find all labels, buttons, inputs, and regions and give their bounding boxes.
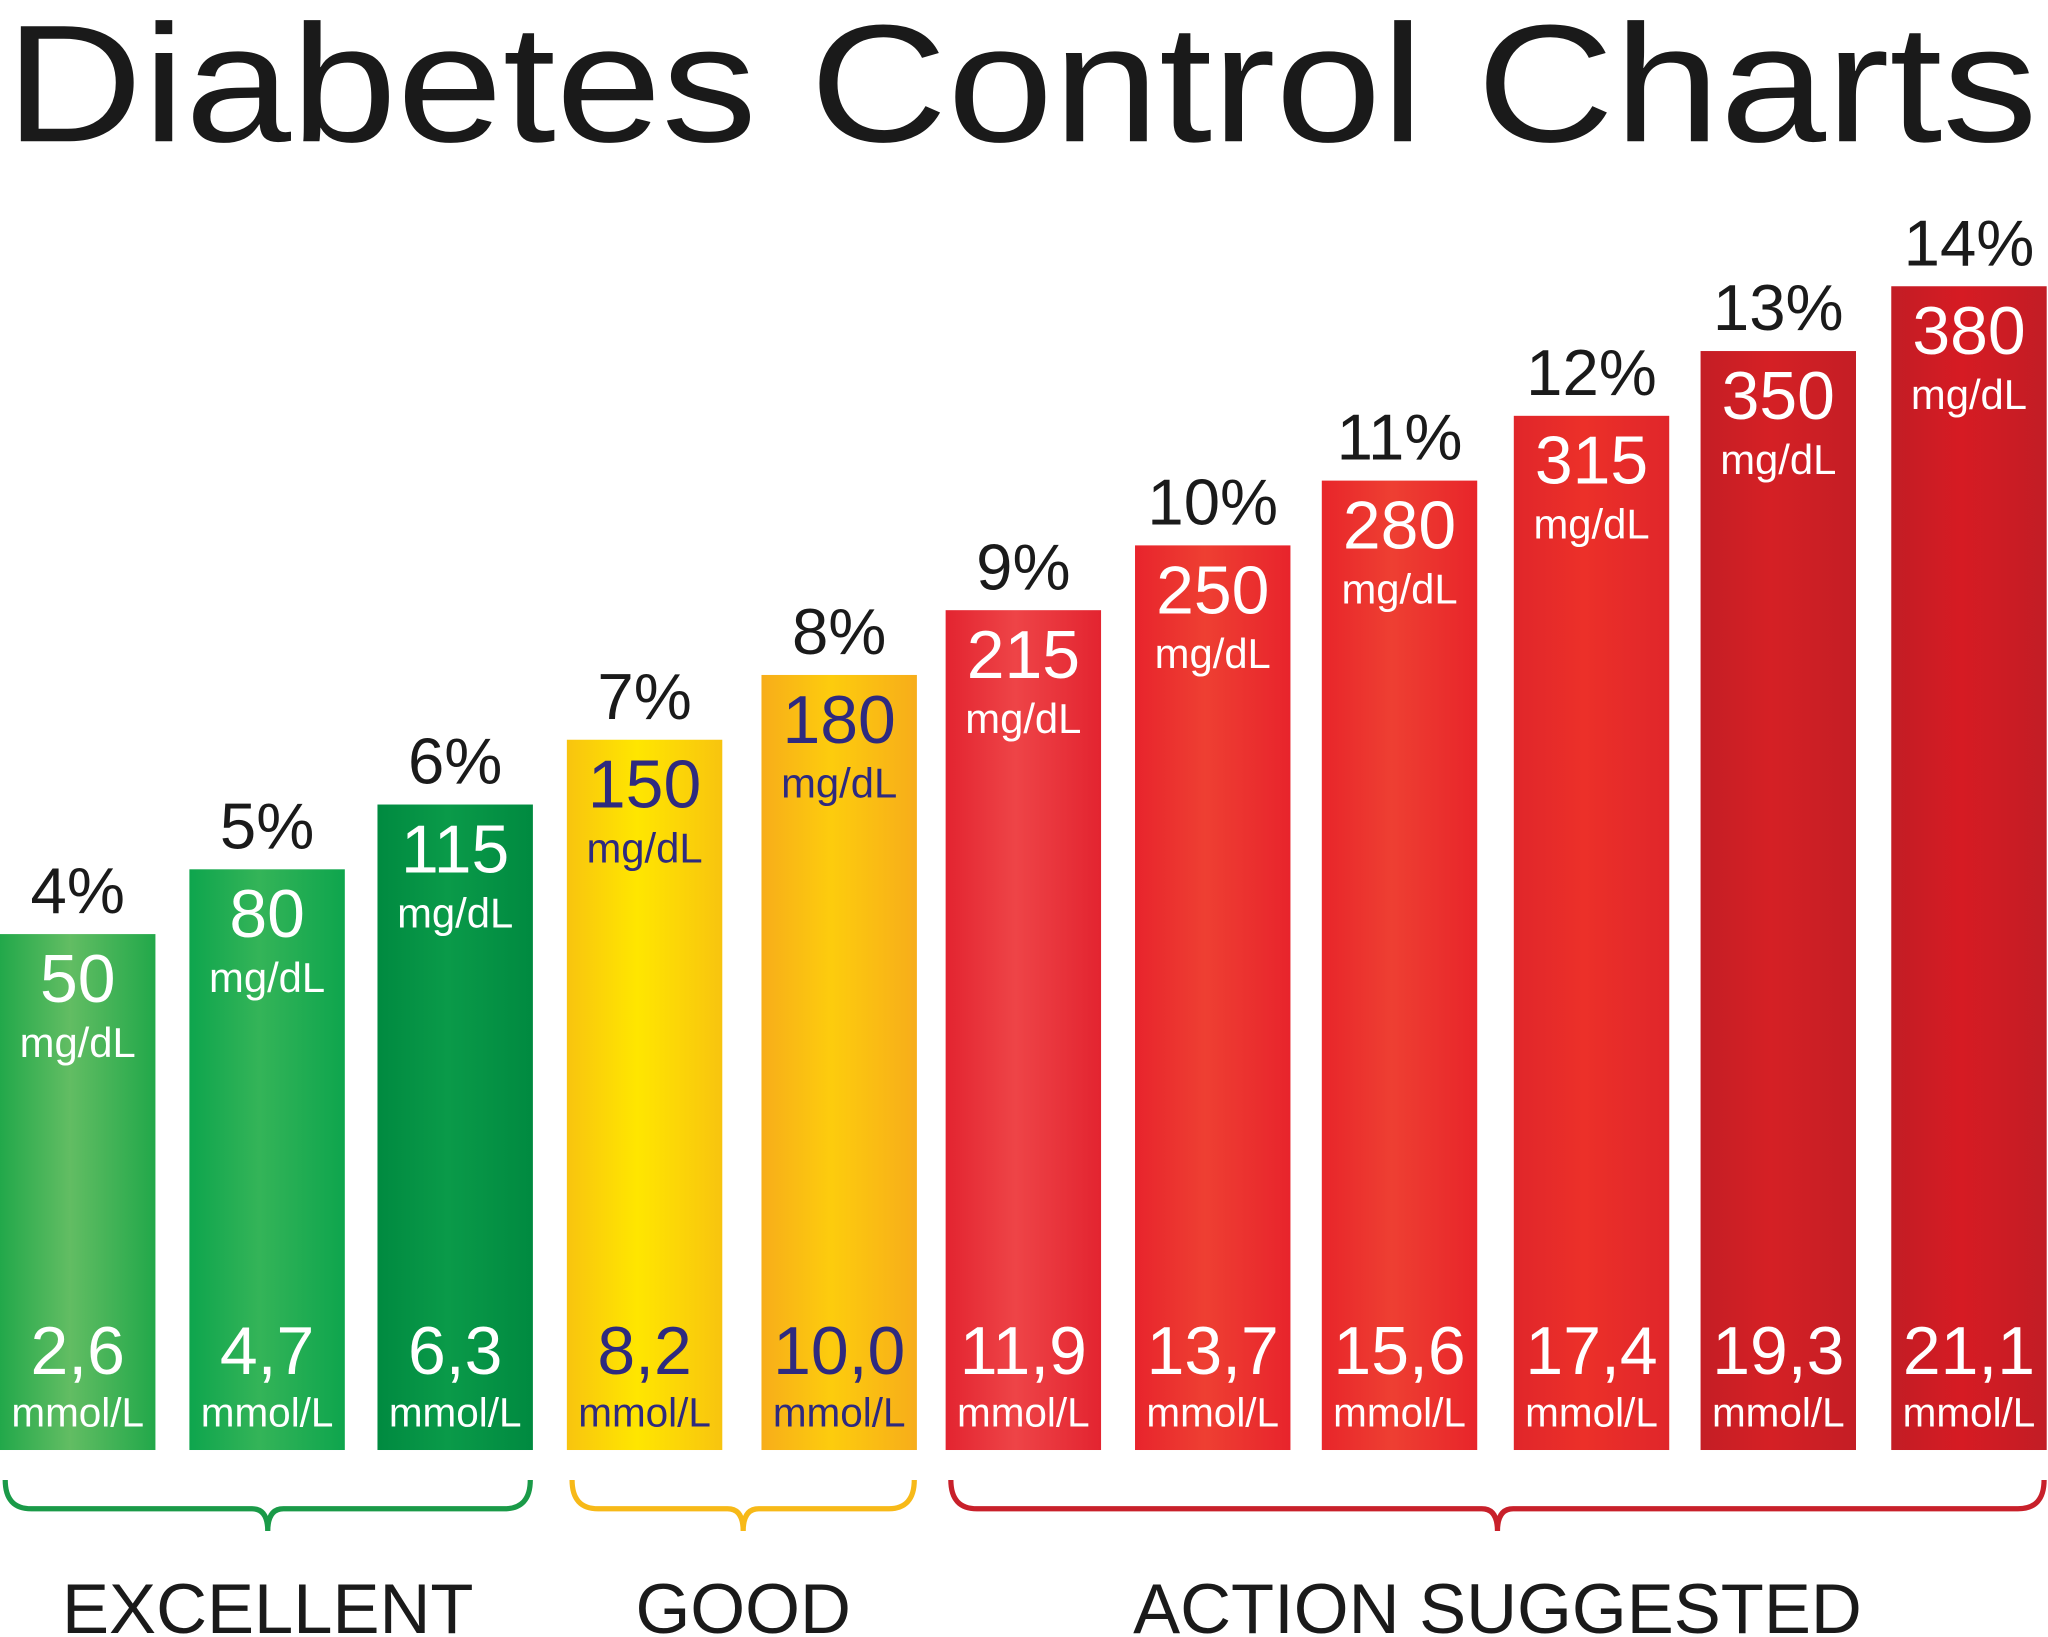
percent-label: 9%	[976, 530, 1070, 603]
mg-dl-unit: mg/dL	[1155, 630, 1271, 677]
mg-dl-value: 150	[588, 748, 701, 823]
percent-label: 13%	[1713, 271, 1844, 344]
mmol-unit: mmol/L	[773, 1390, 906, 1436]
mg-dl-unit: mg/dL	[965, 695, 1081, 742]
group-label: GOOD	[635, 1569, 850, 1637]
bar	[761, 674, 917, 1451]
mg-dl-value: 380	[1912, 294, 2025, 369]
mg-dl-value: 250	[1156, 553, 1269, 628]
mg-dl-value: 350	[1722, 359, 1835, 434]
mg-dl-value: 50	[40, 942, 116, 1017]
group-braces: EXCELLENT GOOD ACTION SUGGESTED	[2, 1479, 2047, 1637]
bar	[1513, 415, 1670, 1451]
mmol-value: 2,6	[31, 1314, 125, 1389]
mg-dl-unit: mg/dL	[1720, 436, 1836, 483]
mg-dl-unit: mg/dL	[20, 1019, 136, 1066]
group-brace	[948, 1479, 2047, 1532]
mmol-value: 6,3	[408, 1314, 502, 1389]
mmol-unit: mmol/L	[1712, 1390, 1845, 1436]
mg-dl-value: 215	[967, 618, 1080, 693]
bar	[189, 869, 345, 1451]
percent-label: 11%	[1337, 401, 1463, 474]
mg-dl-unit: mg/dL	[1911, 371, 2027, 418]
mmol-unit: mmol/L	[1525, 1390, 1658, 1436]
bar	[377, 804, 533, 1451]
mmol-value: 10,0	[773, 1314, 905, 1389]
bar	[0, 934, 156, 1451]
mmol-value: 8,2	[597, 1314, 691, 1389]
percent-label: 5%	[220, 789, 314, 862]
mg-dl-value: 115	[401, 812, 509, 887]
mmol-unit: mmol/L	[389, 1390, 522, 1436]
mg-dl-unit: mg/dL	[1533, 501, 1649, 548]
mmol-value: 19,3	[1712, 1314, 1844, 1389]
bar	[1700, 351, 1856, 1451]
mg-dl-unit: mg/dL	[1341, 565, 1457, 612]
mg-dl-unit: mg/dL	[209, 954, 325, 1001]
percent-label: 12%	[1526, 336, 1657, 409]
chart-title: Diabetes Control Charts	[5, 0, 2037, 177]
bar	[1135, 545, 1291, 1451]
mg-dl-value: 80	[229, 877, 305, 952]
group-label: ACTION SUGGESTED	[1133, 1569, 1862, 1637]
bars: 4%50mg/dL2,6mmol/L5%80mg/dL4,7mmol/L6%11…	[0, 206, 2047, 1451]
mmol-value: 11,9	[960, 1314, 1087, 1389]
mmol-unit: mmol/L	[578, 1390, 711, 1436]
bar	[566, 739, 723, 1451]
percent-label: 8%	[792, 595, 886, 668]
mg-dl-value: 280	[1343, 489, 1456, 564]
percent-label: 10%	[1147, 465, 1278, 538]
bar	[1321, 480, 1478, 1451]
mg-dl-value: 315	[1535, 424, 1648, 499]
mg-dl-unit: mg/dL	[587, 825, 703, 872]
mg-dl-unit: mg/dL	[397, 889, 513, 936]
mmol-value: 13,7	[1147, 1314, 1279, 1389]
percent-label: 4%	[31, 854, 125, 927]
percent-label: 14%	[1904, 206, 2035, 279]
bar	[945, 610, 1102, 1451]
percent-label: 6%	[408, 725, 502, 798]
mmol-value: 15,6	[1333, 1314, 1465, 1389]
mmol-value: 4,7	[220, 1314, 314, 1389]
mmol-unit: mmol/L	[957, 1390, 1090, 1436]
group-brace	[569, 1479, 917, 1532]
mmol-value: 21,1	[1903, 1314, 2035, 1389]
mmol-unit: mmol/L	[11, 1390, 144, 1436]
mg-dl-value: 180	[783, 683, 896, 758]
mmol-unit: mmol/L	[1903, 1390, 2036, 1436]
bar	[1891, 286, 2047, 1451]
group-label: EXCELLENT	[62, 1569, 474, 1637]
percent-label: 7%	[597, 660, 691, 733]
group-brace	[2, 1479, 533, 1532]
mmol-value: 17,4	[1525, 1314, 1657, 1389]
mmol-unit: mmol/L	[201, 1390, 334, 1436]
mg-dl-unit: mg/dL	[781, 760, 897, 807]
mmol-unit: mmol/L	[1333, 1390, 1466, 1436]
mmol-unit: mmol/L	[1146, 1390, 1279, 1436]
